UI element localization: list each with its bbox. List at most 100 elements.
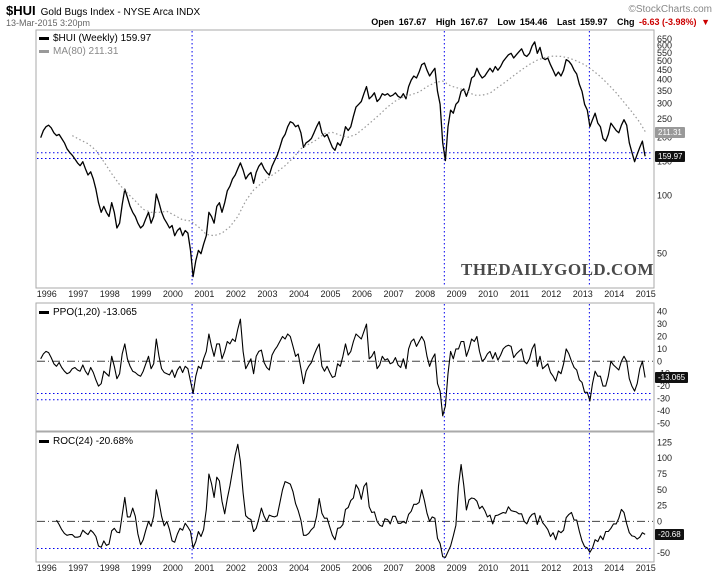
- svg-text:2009: 2009: [447, 289, 467, 299]
- svg-text:450: 450: [657, 65, 672, 75]
- svg-text:400: 400: [657, 75, 672, 85]
- svg-text:75: 75: [657, 469, 667, 479]
- ma80-line: [72, 55, 647, 237]
- svg-text:1996: 1996: [37, 563, 57, 573]
- high-label: High: [435, 17, 456, 27]
- svg-text:600: 600: [657, 41, 672, 51]
- svg-text:2014: 2014: [604, 289, 624, 299]
- svg-text:20: 20: [657, 332, 667, 342]
- ma-value-box: 211.31: [655, 127, 685, 138]
- svg-text:2001: 2001: [194, 563, 214, 573]
- svg-text:10: 10: [657, 344, 667, 354]
- svg-text:2008: 2008: [415, 563, 435, 573]
- svg-text:2010: 2010: [478, 289, 498, 299]
- chg-label: Chg: [617, 17, 635, 27]
- svg-text:125: 125: [657, 437, 672, 447]
- svg-text:2000: 2000: [163, 563, 183, 573]
- svg-text:2000: 2000: [163, 289, 183, 299]
- legend-ppo: PPO(1,20) -13.065: [39, 307, 137, 318]
- source-credit: ©StockCharts.com: [628, 4, 712, 15]
- main-y-axis-labels: 65060055050045040035030025020015010050: [657, 34, 672, 259]
- svg-text:2007: 2007: [384, 563, 404, 573]
- low-value: 154.46: [519, 17, 548, 27]
- chart-header: $HUI Gold Bugs Index - NYSE Arca INDX: [6, 2, 200, 20]
- datetime: 13-Mar-2015 3:20pm: [6, 18, 91, 28]
- svg-text:2009: 2009: [447, 563, 467, 573]
- legend-roc: ROC(24) -20.68%: [39, 436, 133, 447]
- chg-down-icon: ▼: [701, 17, 710, 27]
- svg-text:-50: -50: [657, 548, 670, 558]
- svg-text:2012: 2012: [541, 563, 561, 573]
- ppo-value-box: -13.065: [655, 372, 689, 383]
- legend-ppo-label: PPO(1,20) -13.065: [53, 307, 137, 318]
- svg-text:350: 350: [657, 86, 672, 96]
- svg-text:2011: 2011: [510, 289, 529, 299]
- svg-text:50: 50: [657, 485, 667, 495]
- svg-text:2011: 2011: [510, 563, 529, 573]
- svg-text:2007: 2007: [384, 289, 404, 299]
- watermark-thedailygold: THEDAILYGOLD.COM: [461, 260, 654, 279]
- ma-line-swatch: [39, 49, 49, 53]
- svg-text:2004: 2004: [289, 289, 309, 299]
- legend-hui-label: $HUI (Weekly) 159.97: [53, 33, 152, 44]
- svg-text:2015: 2015: [636, 563, 656, 573]
- svg-text:-30: -30: [657, 393, 670, 403]
- svg-text:-40: -40: [657, 406, 670, 416]
- svg-text:2014: 2014: [604, 563, 624, 573]
- svg-text:300: 300: [657, 99, 672, 109]
- svg-text:2013: 2013: [573, 563, 593, 573]
- low-label: Low: [497, 17, 516, 27]
- ppo-line: [40, 318, 646, 417]
- svg-text:500: 500: [657, 56, 672, 66]
- svg-text:2006: 2006: [352, 563, 372, 573]
- last-value: 159.97: [579, 17, 608, 27]
- legend-ma80-label: MA(80) 211.31: [53, 46, 119, 57]
- hui-line-swatch: [39, 36, 49, 40]
- last-price-box: 159.97: [655, 151, 686, 162]
- legend-roc-label: ROC(24) -20.68%: [53, 436, 134, 447]
- svg-text:2003: 2003: [257, 289, 277, 299]
- svg-text:2008: 2008: [415, 289, 435, 299]
- svg-text:50: 50: [657, 249, 667, 259]
- svg-text:1998: 1998: [100, 289, 120, 299]
- svg-text:2013: 2013: [573, 289, 593, 299]
- svg-text:1996: 1996: [37, 289, 57, 299]
- chg-value: -6.63 (-3.98%): [639, 17, 697, 27]
- svg-text:40: 40: [657, 307, 667, 317]
- hui-price-line: [40, 41, 646, 278]
- open-label: Open: [371, 17, 395, 27]
- svg-text:1997: 1997: [68, 289, 88, 299]
- roc-value-box: -20.68: [655, 529, 684, 540]
- svg-text:0: 0: [657, 516, 662, 526]
- roc-line-swatch: [39, 439, 49, 443]
- roc-line: [56, 443, 646, 558]
- x-axis-year-labels-main: 1996 1997 1998 1999 2000 2001 2002 2003 2004 2005…: [37, 289, 656, 299]
- svg-text:2006: 2006: [352, 289, 372, 299]
- svg-text:550: 550: [657, 48, 672, 58]
- svg-text:2015: 2015: [636, 289, 656, 299]
- last-label: Last: [556, 17, 576, 27]
- svg-text:2004: 2004: [289, 563, 309, 573]
- quote-line: Open 167.67 High 167.67 Low 154.46 Last …: [371, 17, 712, 27]
- svg-text:2002: 2002: [226, 289, 246, 299]
- roc-panel-border: [35, 431, 655, 563]
- svg-text:1997: 1997: [68, 563, 88, 573]
- svg-text:2002: 2002: [226, 563, 246, 573]
- svg-text:2003: 2003: [257, 563, 277, 573]
- page-title: Gold Bugs Index - NYSE Arca INDX: [40, 7, 201, 18]
- ppo-line-swatch: [39, 310, 49, 314]
- main-panel: 65060055050045040035030025020015010050: [35, 29, 672, 289]
- svg-text:2010: 2010: [478, 563, 498, 573]
- x-axis-year-labels-bottom: 1996 1997 1998 1999 2000 2001 2002 2003 2004 2005…: [37, 563, 656, 573]
- svg-text:100: 100: [657, 191, 672, 201]
- svg-text:2001: 2001: [194, 289, 214, 299]
- legend-hui: $HUI (Weekly) 159.97: [39, 33, 151, 44]
- svg-text:1999: 1999: [131, 563, 151, 573]
- legend-ma80: MA(80) 211.31: [39, 46, 118, 57]
- svg-text:2005: 2005: [320, 563, 340, 573]
- svg-text:1998: 1998: [100, 563, 120, 573]
